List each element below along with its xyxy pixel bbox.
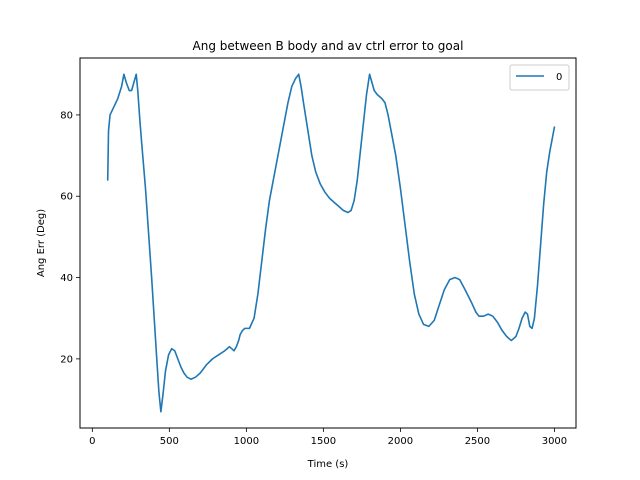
legend-box bbox=[509, 64, 570, 91]
x-axis-label: Time (s) bbox=[307, 459, 349, 470]
y-tick-label: 20 bbox=[60, 354, 73, 365]
legend: 0 bbox=[509, 64, 570, 91]
plot-area bbox=[106, 73, 556, 413]
x-axis-ticks: 0 500 1000 1500 2000 2500 3000 bbox=[89, 428, 567, 447]
x-tick-label: 500 bbox=[160, 436, 179, 447]
x-tick-label: 1000 bbox=[234, 436, 259, 447]
y-tick-label: 80 bbox=[60, 110, 73, 121]
y-tick-label: 40 bbox=[60, 273, 73, 284]
y-axis-label: Ang Err (Deg) bbox=[36, 209, 47, 277]
x-tick-label: 3000 bbox=[542, 436, 567, 447]
axes-frame bbox=[79, 57, 577, 429]
x-tick-label: 1500 bbox=[311, 436, 336, 447]
x-tick-label: 0 bbox=[89, 436, 95, 447]
x-tick-label: 2500 bbox=[465, 436, 490, 447]
series-line bbox=[106, 73, 556, 413]
chart-title: Ang between B body and av ctrl error to … bbox=[193, 39, 464, 53]
y-tick-label: 60 bbox=[60, 192, 73, 203]
legend-entry-label: 0 bbox=[556, 72, 562, 83]
x-tick-label: 2000 bbox=[388, 436, 413, 447]
y-axis-ticks: 20 40 60 80 bbox=[60, 110, 80, 365]
